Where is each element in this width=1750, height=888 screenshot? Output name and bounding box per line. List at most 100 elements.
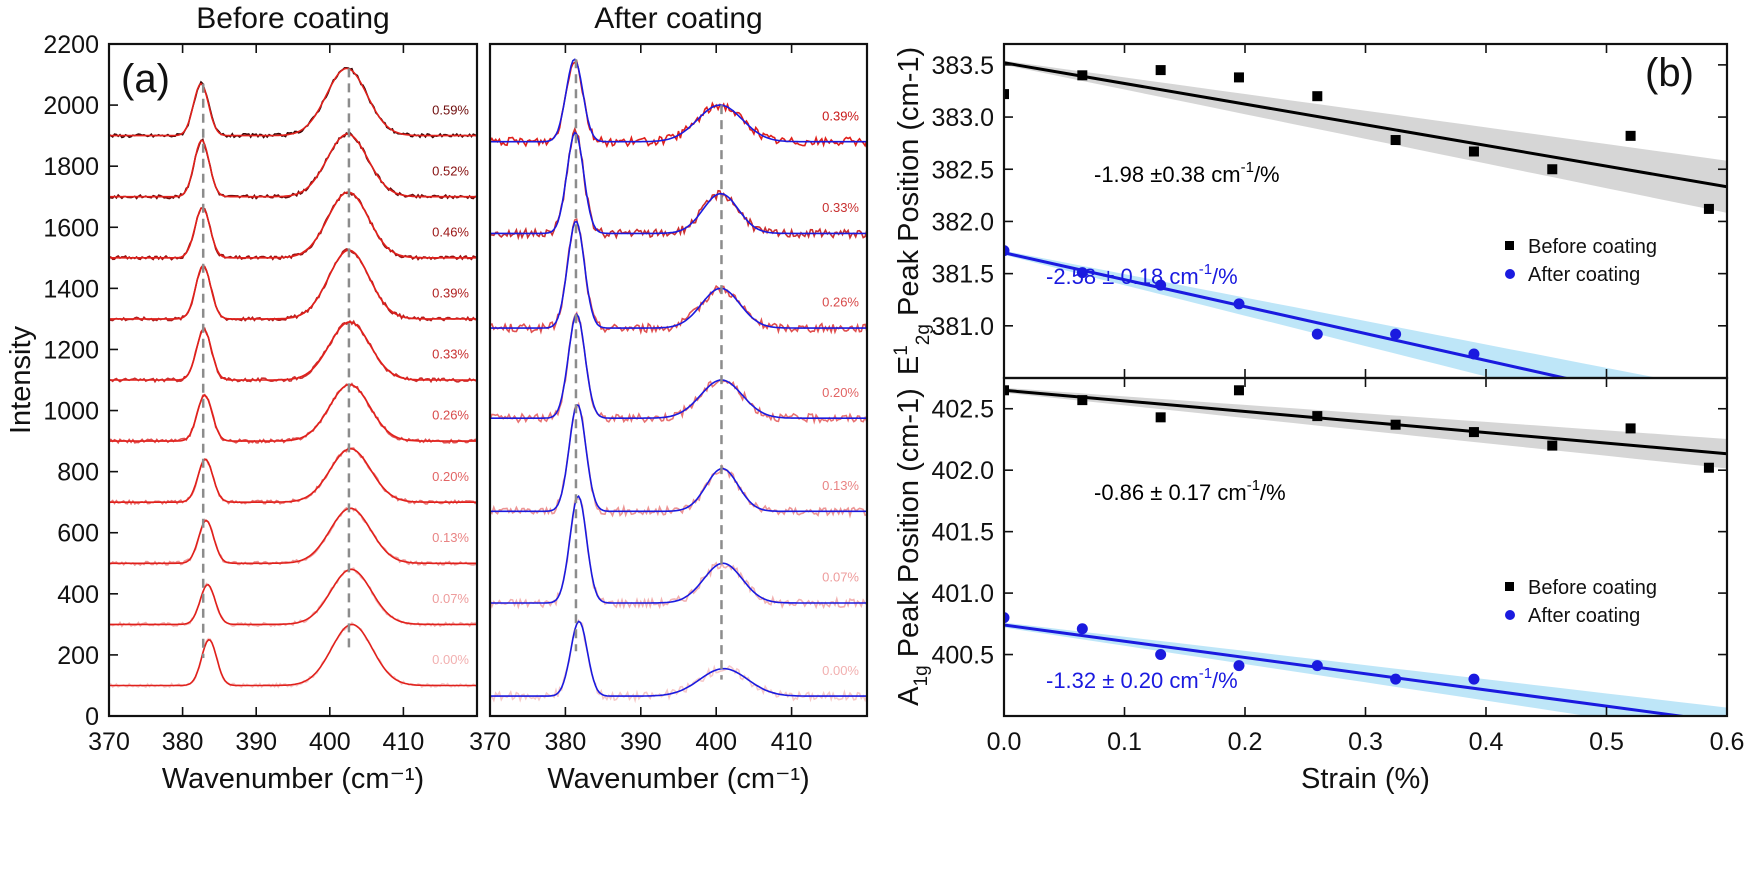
x-tick-label: 0.3 xyxy=(1348,728,1383,756)
data-point-square xyxy=(1155,65,1166,76)
y-tick-label: 401.0 xyxy=(931,580,994,608)
y-axis-title-part-1: 1g xyxy=(911,665,932,686)
data-trace xyxy=(490,126,867,241)
fit-trace xyxy=(109,383,477,442)
data-point-square xyxy=(1703,462,1714,473)
x-tick-label: 380 xyxy=(162,728,204,756)
y-axis-title-part-2: Peak Position (cm-1) xyxy=(893,388,925,665)
data-point-square xyxy=(1625,130,1636,141)
data-point-square xyxy=(1077,70,1088,81)
y-tick-label: 1800 xyxy=(43,153,99,181)
data-point-circle xyxy=(1076,623,1088,635)
data-point-square xyxy=(1703,203,1714,214)
y-tick-label: 382.5 xyxy=(931,156,994,184)
slope-annotation: -0.86 ± 0.17 cm-1/% xyxy=(1094,477,1286,505)
strain-label: 0.13% xyxy=(432,530,469,545)
x-tick-label: 390 xyxy=(235,728,277,756)
y-axis-title-part-1: 1 xyxy=(891,345,912,356)
plot-area xyxy=(490,58,867,704)
data-point-square xyxy=(1468,427,1479,438)
fit-trace xyxy=(109,249,477,320)
legend-marker-circle xyxy=(1505,269,1515,279)
legend-label: After coating xyxy=(1528,605,1640,627)
data-trace xyxy=(109,446,477,506)
slope-annotation-part-2: /% xyxy=(1212,264,1238,289)
y-tick-label: 800 xyxy=(57,459,99,487)
y-tick-label: 400.5 xyxy=(931,642,994,670)
fit-trace xyxy=(109,191,477,259)
strain-label: 0.46% xyxy=(432,224,469,239)
strain-label: 0.13% xyxy=(822,478,859,493)
x-axis-title: Wavenumber (cm⁻¹) xyxy=(547,763,809,795)
x-tick-label: 370 xyxy=(469,728,511,756)
fit-line xyxy=(1004,623,1691,716)
axes-frame xyxy=(488,42,869,718)
fit-line xyxy=(1004,251,1572,378)
fit-trace xyxy=(490,494,867,604)
data-point-square xyxy=(1312,91,1323,102)
strain-label: 0.33% xyxy=(432,347,469,362)
spectrum-panel-0: 0.00% 0.07% 0.13% 0.20% 0.26% 0.33% 0.39% 0.46%… xyxy=(5,2,479,795)
data-point-circle xyxy=(1004,612,1010,624)
fit-trace xyxy=(490,620,867,697)
data-point-square xyxy=(1155,412,1166,423)
fit-trace xyxy=(109,321,477,381)
fit-trace xyxy=(490,312,867,419)
y-axis-title: E12g Peak Position (cm-1) xyxy=(891,47,934,375)
strain-label: 0.26% xyxy=(432,408,469,423)
slope-annotation-part-2: /% xyxy=(1254,162,1280,187)
strain-panel-3: 0.0 0.1 0.2 0.3 0.4 0.5 0.6 Strain (%) 400.5 401.… xyxy=(893,376,1745,795)
legend-marker-circle xyxy=(1505,610,1515,620)
data-point-square xyxy=(1468,146,1479,157)
y-tick-label: 381.5 xyxy=(931,261,994,289)
confidence-band xyxy=(1004,387,1727,469)
fit-line xyxy=(1004,388,1727,456)
y-tick-label: 1200 xyxy=(43,336,99,364)
strain-label: 0.00% xyxy=(432,652,469,667)
strain-label: 0.39% xyxy=(822,108,859,123)
data-point-circle xyxy=(1233,660,1245,672)
y-axis-title-part-3: Peak Position (cm-1) xyxy=(893,47,925,324)
fit-trace xyxy=(490,403,867,513)
fit-trace xyxy=(109,447,477,503)
data-point-circle xyxy=(1311,328,1323,340)
data-point-circle xyxy=(1311,660,1323,672)
strain-label: 0.07% xyxy=(432,591,469,606)
data-point-circle xyxy=(1468,348,1480,360)
data-trace xyxy=(109,319,477,384)
y-tick-label: 400 xyxy=(57,581,99,609)
x-tick-label: 380 xyxy=(545,728,587,756)
data-trace xyxy=(490,311,867,425)
x-axis-title: Strain (%) xyxy=(1301,763,1430,795)
data-point-circle xyxy=(1390,328,1402,340)
y-axis-title: Intensity xyxy=(5,326,37,434)
strain-label: 0.39% xyxy=(432,286,469,301)
data-point-circle xyxy=(1076,267,1088,279)
confidence-band xyxy=(1004,60,1727,213)
y-tick-label: 1600 xyxy=(43,214,99,242)
slope-annotation-part-1: -1 xyxy=(1199,665,1212,682)
x-tick-label: 400 xyxy=(309,728,351,756)
plot-area xyxy=(1004,60,1727,378)
legend-label: After coating xyxy=(1528,264,1640,286)
x-tick-label: 0.0 xyxy=(987,728,1022,756)
x-axis-title: Wavenumber (cm⁻¹) xyxy=(162,763,424,795)
fit-trace xyxy=(109,67,477,137)
data-trace xyxy=(490,618,867,704)
data-trace xyxy=(490,59,867,149)
data-trace xyxy=(109,248,477,322)
legend-marker-square xyxy=(1505,582,1514,591)
data-point-square xyxy=(1390,135,1401,146)
x-tick-label: 370 xyxy=(88,728,130,756)
slope-annotation-part-2: /% xyxy=(1212,668,1238,693)
x-tick-label: 0.6 xyxy=(1710,728,1745,756)
plot-area xyxy=(1004,385,1727,716)
y-tick-label: 2000 xyxy=(43,92,99,120)
fit-trace xyxy=(490,131,867,235)
y-tick-label: 383.5 xyxy=(931,52,994,80)
x-tick-label: 400 xyxy=(695,728,737,756)
strain-label: 0.26% xyxy=(822,295,859,310)
strain-label: 0.20% xyxy=(432,469,469,484)
